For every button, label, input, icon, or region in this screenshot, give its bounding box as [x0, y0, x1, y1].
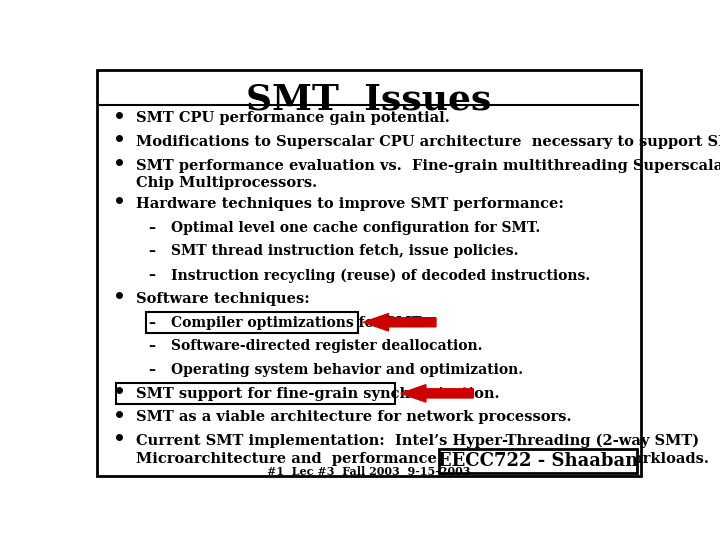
- Polygon shape: [364, 314, 436, 331]
- Text: Operating system behavior and optimization.: Operating system behavior and optimizati…: [171, 363, 523, 377]
- Text: #1  Lec #3  Fall 2003  9-15-2003: #1 Lec #3 Fall 2003 9-15-2003: [267, 466, 471, 477]
- Bar: [116, 383, 395, 404]
- Text: –: –: [148, 363, 156, 377]
- Text: –: –: [148, 245, 156, 259]
- Text: Current SMT implementation:  Intel’s Hyper-Threading (2-way SMT): Current SMT implementation: Intel’s Hype…: [136, 434, 699, 449]
- Bar: [438, 449, 637, 473]
- Text: –: –: [148, 339, 156, 353]
- Text: Software-directed register deallocation.: Software-directed register deallocation.: [171, 339, 482, 353]
- Text: Microarchitecture and  performance in compute-intensive workloads.: Microarchitecture and performance in com…: [136, 451, 708, 465]
- Text: EECC722 - Shaaban: EECC722 - Shaaban: [438, 451, 638, 470]
- Text: –: –: [148, 315, 156, 329]
- Text: Instruction recycling (reuse) of decoded instructions.: Instruction recycling (reuse) of decoded…: [171, 268, 590, 282]
- Text: SMT as a viable architecture for network processors.: SMT as a viable architecture for network…: [136, 410, 571, 424]
- Text: –: –: [148, 268, 156, 282]
- Text: Modifications to Superscalar CPU architecture  necessary to support SMT.: Modifications to Superscalar CPU archite…: [136, 135, 720, 149]
- Text: Chip Multiprocessors.: Chip Multiprocessors.: [136, 176, 317, 190]
- Text: Software techniques:: Software techniques:: [136, 292, 310, 306]
- Text: SMT thread instruction fetch, issue policies.: SMT thread instruction fetch, issue poli…: [171, 245, 518, 259]
- Bar: [145, 312, 358, 333]
- Text: SMT CPU performance gain potential.: SMT CPU performance gain potential.: [136, 111, 449, 125]
- Text: Hardware techniques to improve SMT performance:: Hardware techniques to improve SMT perfo…: [136, 197, 564, 211]
- Text: Compiler optimizations for SMT.: Compiler optimizations for SMT.: [171, 315, 425, 329]
- Text: SMT  Issues: SMT Issues: [246, 82, 492, 116]
- Text: Optimal level one cache configuration for SMT.: Optimal level one cache configuration fo…: [171, 221, 540, 235]
- Text: SMT performance evaluation vs.  Fine-grain multithreading Superscalar,: SMT performance evaluation vs. Fine-grai…: [136, 159, 720, 173]
- Polygon shape: [401, 384, 473, 402]
- Text: SMT support for fine-grain synchronization.: SMT support for fine-grain synchronizati…: [136, 387, 499, 401]
- Text: –: –: [148, 221, 156, 235]
